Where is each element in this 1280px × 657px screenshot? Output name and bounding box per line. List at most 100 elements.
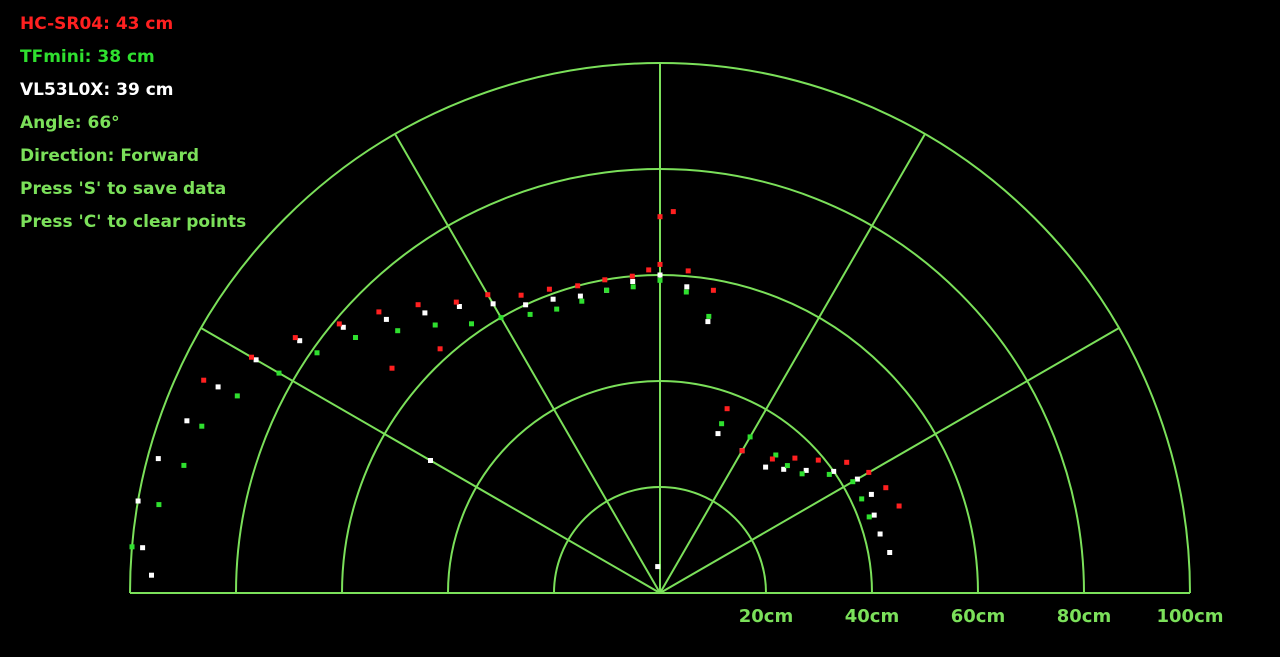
hcsr04-point (249, 354, 254, 360)
vl53l0x-point (781, 466, 787, 472)
tfmini-point (784, 463, 790, 469)
vl53l0x-point (490, 301, 496, 307)
range-label-80cm: 80cm (1056, 606, 1112, 627)
hcsr04-point (629, 273, 635, 279)
hcsr04-point (710, 287, 716, 293)
readout-panel: HC-SR04: 43 cm TFmini: 38 cm VL53L0X: 39… (20, 8, 246, 239)
tfmini-point (747, 434, 753, 440)
tfmini-readout: TFmini: 38 cm (20, 47, 155, 67)
vl53l0x-point (149, 572, 154, 578)
vl53l0x-point (887, 550, 893, 555)
angle-line-60deg (659, 133, 926, 594)
tfmini-point (826, 471, 832, 477)
hcsr04-readout: HC-SR04: 43 cm (20, 14, 174, 34)
hcsr04-point (657, 214, 663, 220)
hcsr04-point (415, 302, 421, 308)
vl53l0x-point (630, 279, 636, 284)
hcsr04-point (739, 448, 745, 454)
hcsr04-point (769, 456, 775, 462)
tfmini-point (719, 421, 725, 427)
tfmini-point (199, 423, 205, 429)
hcsr04-point (485, 292, 491, 298)
vl53l0x-point (422, 310, 428, 316)
vl53l0x-point (831, 468, 837, 474)
tfmini-point (129, 544, 135, 550)
tfmini-point (353, 335, 358, 340)
hcsr04-point (670, 209, 676, 215)
hcsr04-point (657, 261, 663, 267)
hcsr04-point (518, 292, 524, 298)
hcsr04-point (844, 459, 850, 465)
tfmini-point (683, 289, 689, 295)
vl53l0x-point (803, 467, 809, 473)
vl53l0x-point (135, 498, 141, 504)
hcsr04-point (896, 503, 902, 509)
hcsr04-point (724, 406, 730, 412)
vl53l0x-point (871, 512, 877, 518)
sensor-points (129, 209, 902, 578)
tfmini-point (432, 322, 438, 328)
hcsr04-point (292, 335, 298, 341)
vl53l0x-point (428, 458, 433, 463)
tfmini-point (395, 328, 401, 334)
hcsr04-point (201, 377, 207, 383)
hcsr04-point (602, 277, 608, 283)
vl53l0x-point (155, 456, 161, 462)
tfmini-point (498, 315, 504, 321)
direction-readout: Direction: Forward (20, 146, 200, 166)
vl53l0x-point (657, 272, 663, 278)
vl53l0x-point (577, 293, 583, 299)
hcsr04-point (685, 268, 691, 274)
hcsr04-point (815, 457, 821, 463)
vl53l0x-point (550, 296, 556, 302)
tfmini-point (554, 306, 560, 312)
tfmini-point (630, 284, 636, 290)
hcsr04-point (336, 321, 342, 327)
tfmini-point (799, 471, 805, 477)
vl53l0x-point (684, 284, 690, 290)
tfmini-point (276, 370, 282, 376)
range-label-40cm: 40cm (844, 606, 900, 627)
tfmini-point (234, 393, 240, 399)
range-label-60cm: 60cm (950, 606, 1006, 627)
tfmini-point (181, 462, 187, 468)
tfmini-point (850, 479, 856, 485)
vl53l0x-point (715, 431, 721, 437)
range-label-100cm: 100cm (1156, 606, 1224, 627)
vl53l0x-point (184, 418, 190, 424)
hcsr04-point (866, 469, 872, 475)
vl53l0x-point (655, 564, 661, 570)
tfmini-point (773, 452, 779, 458)
hcsr04-point (646, 267, 652, 273)
angle-readout: Angle: 66° (20, 113, 120, 133)
hcsr04-point (437, 346, 443, 352)
vl53l0x-point (456, 304, 462, 309)
range-label-20cm: 20cm (738, 606, 794, 627)
hcsr04-point (883, 485, 889, 491)
vl53l0x-point (297, 338, 303, 344)
hcsr04-point (376, 309, 382, 315)
vl53l0x-point (215, 384, 221, 390)
hcsr04-point (389, 365, 395, 371)
vl53l0x-readout: VL53L0X: 39 cm (20, 80, 174, 100)
tfmini-point (314, 350, 320, 356)
hcsr04-point (453, 299, 459, 305)
vl53l0x-point (383, 316, 389, 322)
tfmini-point (706, 313, 712, 319)
angle-line-30deg (659, 327, 1120, 594)
vl53l0x-point (140, 545, 146, 551)
vl53l0x-point (705, 319, 711, 325)
hcsr04-point (575, 283, 581, 289)
tfmini-point (527, 311, 533, 317)
vl53l0x-point (763, 464, 769, 470)
tfmini-point (657, 277, 663, 283)
hcsr04-point (792, 455, 798, 461)
tfmini-point (866, 514, 872, 520)
vl53l0x-point (253, 357, 259, 363)
clear-hint: Press 'C' to clear points (20, 212, 247, 232)
angle-line-120deg (394, 133, 661, 594)
vl53l0x-point (854, 476, 860, 482)
vl53l0x-point (868, 491, 874, 497)
